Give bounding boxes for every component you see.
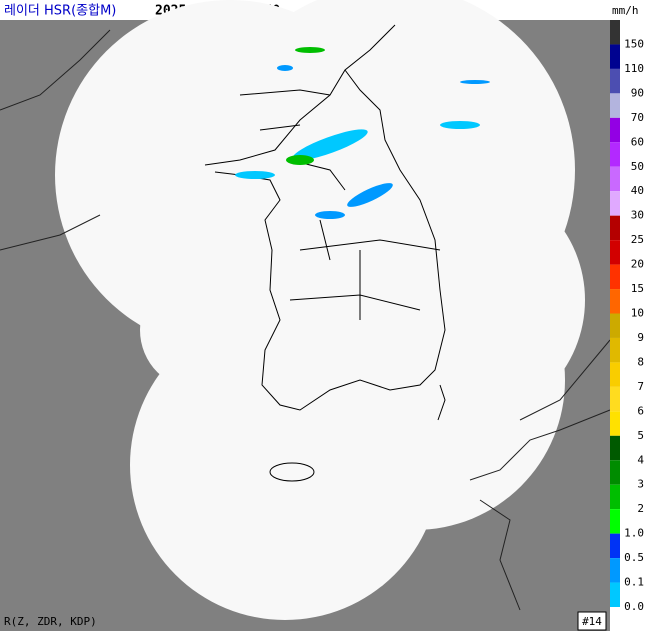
legend-swatch [610, 558, 620, 583]
legend-label: 0.5 [624, 551, 644, 564]
legend-label: 2 [637, 502, 644, 515]
legend-label: 60 [631, 135, 644, 148]
legend-label: 1.0 [624, 527, 644, 540]
legend-swatch [610, 215, 620, 241]
legend-label: 8 [637, 355, 644, 368]
neighbor-borders [0, 29, 611, 611]
legend: 150 110 90 70 60 50 40 30 25 20 15 10 9 8 7 6 5 4 3 2 1.0 0.5… [610, 20, 644, 613]
legend-swatch [610, 93, 620, 118]
legend-swatch [610, 362, 620, 387]
legend-swatch [610, 337, 620, 363]
legend-label: 9 [637, 331, 644, 344]
legend-label: 30 [631, 209, 644, 222]
legend-swatch [610, 435, 620, 461]
legend-swatch [610, 142, 620, 167]
legend-swatch [610, 44, 620, 69]
legend-swatch [610, 582, 620, 607]
legend-swatch [610, 68, 620, 94]
legend-swatch [610, 484, 620, 510]
legend-swatch [610, 240, 620, 265]
radar-coverage [55, 0, 585, 620]
legend-label: 3 [637, 478, 644, 491]
legend-swatch [610, 166, 620, 192]
legend-label: 4 [637, 453, 644, 466]
unit: mm/h [612, 4, 639, 17]
legend-label: 5 [637, 429, 644, 442]
legend-label: 90 [631, 86, 644, 99]
legend-label: 25 [631, 233, 644, 246]
legend-label: 6 [637, 404, 644, 417]
precipitation [235, 47, 490, 219]
legend-label: 7 [637, 380, 644, 393]
legend-swatch [610, 460, 620, 485]
legend-label: 70 [631, 111, 644, 124]
coastline [204, 24, 446, 482]
frame-box [577, 611, 607, 631]
legend-swatch [610, 411, 620, 436]
legend-label: 10 [631, 307, 644, 320]
legend-label: 110 [624, 62, 644, 75]
legend-swatch [610, 20, 620, 45]
legend-swatch [610, 264, 620, 290]
legend-swatch [610, 191, 620, 216]
legend-swatch [610, 533, 620, 559]
legend-label: 50 [631, 160, 644, 173]
legend-label: 150 [624, 37, 644, 50]
title: 레이더 HSR(종합M) [4, 4, 116, 19]
legend-swatch [610, 386, 620, 412]
legend-label: 15 [631, 282, 644, 295]
legend-swatch [610, 117, 620, 143]
legend-swatch [610, 289, 620, 314]
legend-label: 0.0 [624, 600, 644, 613]
variables-label: R(Z, ZDR, KDP) [4, 615, 97, 628]
frame-label: #14 [582, 615, 602, 628]
legend-label: 20 [631, 258, 644, 271]
legend-label: 0.1 [624, 576, 644, 589]
legend-swatch [610, 509, 620, 534]
legend-swatch [610, 313, 620, 338]
legend-label: 40 [631, 184, 644, 197]
